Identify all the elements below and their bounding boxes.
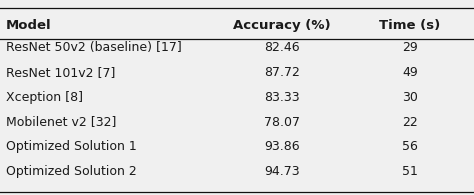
Text: 56: 56: [402, 140, 418, 153]
Text: 87.72: 87.72: [264, 66, 300, 79]
Text: 83.33: 83.33: [264, 90, 300, 104]
Text: 93.86: 93.86: [264, 140, 300, 153]
Text: 49: 49: [402, 66, 418, 79]
Text: 82.46: 82.46: [264, 41, 300, 54]
Text: Accuracy (%): Accuracy (%): [233, 19, 331, 32]
Text: Xception [8]: Xception [8]: [6, 90, 82, 104]
Text: 29: 29: [402, 41, 418, 54]
Text: Optimized Solution 1: Optimized Solution 1: [6, 140, 137, 153]
Text: 78.07: 78.07: [264, 115, 300, 129]
Text: Model: Model: [6, 19, 51, 32]
Text: 30: 30: [402, 90, 418, 104]
Text: 22: 22: [402, 115, 418, 129]
Text: 51: 51: [402, 165, 418, 178]
Text: Optimized Solution 2: Optimized Solution 2: [6, 165, 137, 178]
Text: Time (s): Time (s): [379, 19, 441, 32]
Text: ResNet 50v2 (baseline) [17]: ResNet 50v2 (baseline) [17]: [6, 41, 182, 54]
Text: ResNet 101v2 [7]: ResNet 101v2 [7]: [6, 66, 115, 79]
Text: Mobilenet v2 [32]: Mobilenet v2 [32]: [6, 115, 116, 129]
Text: 94.73: 94.73: [264, 165, 300, 178]
